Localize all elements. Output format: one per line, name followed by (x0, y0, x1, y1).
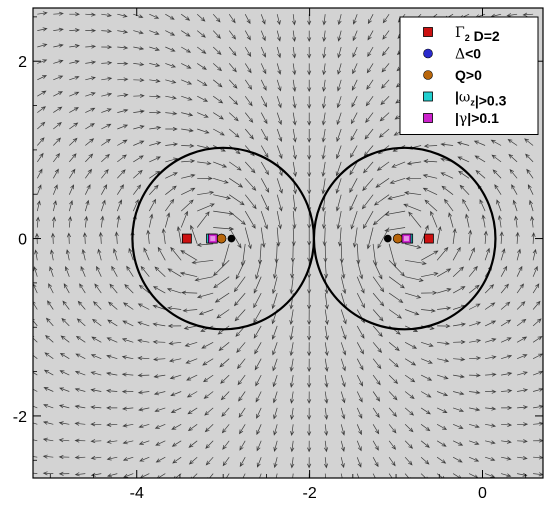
legend-marker-4 (423, 113, 433, 123)
black-dot-1 (383, 234, 392, 243)
vortex-markers (181, 233, 434, 244)
y-tick-label-0: -2 (13, 409, 27, 426)
gamma-marker-center-0 (210, 236, 216, 242)
legend-label-0: Γ2 D=2 (455, 25, 500, 44)
x-tick-label-2: 0 (478, 485, 487, 502)
legend-marker-1 (423, 48, 433, 59)
x-tick-label-0: -4 (130, 485, 144, 502)
axis-ticks: -4 -2 0 -2 0 2 (13, 8, 543, 502)
legend-label-3: |ωz|>0.3 (455, 89, 507, 109)
vortex-circles (131, 146, 497, 331)
y-tick-label-1: 0 (18, 232, 27, 249)
legend-box (399, 16, 539, 135)
legend-label-2: Q>0 (455, 67, 482, 83)
marker-series-0-1 (423, 233, 434, 244)
legend-label-4: |γ|>0.1 (455, 110, 499, 127)
marker-series-2-0 (216, 233, 227, 244)
marker-series-2-1 (392, 233, 403, 244)
plot-frame (32, 7, 544, 479)
legend-marker-3 (423, 91, 433, 102)
legend-label-1: Δ<0 (455, 46, 481, 63)
legend-marker-0 (423, 27, 433, 37)
legend: Γ2 D=2 Δ<0 Q>0 |ωz|>0.3|γ|>0.1 (399, 16, 539, 135)
x-tick-label-1: -2 (302, 485, 316, 502)
legend-marker-2 (423, 70, 433, 80)
y-tick-label-2: 2 (18, 54, 27, 71)
gamma-marker-center-1 (403, 236, 409, 242)
black-dot-0 (227, 234, 236, 243)
marker-series-0-0 (181, 233, 192, 244)
vortex-circle-2 (312, 146, 497, 331)
